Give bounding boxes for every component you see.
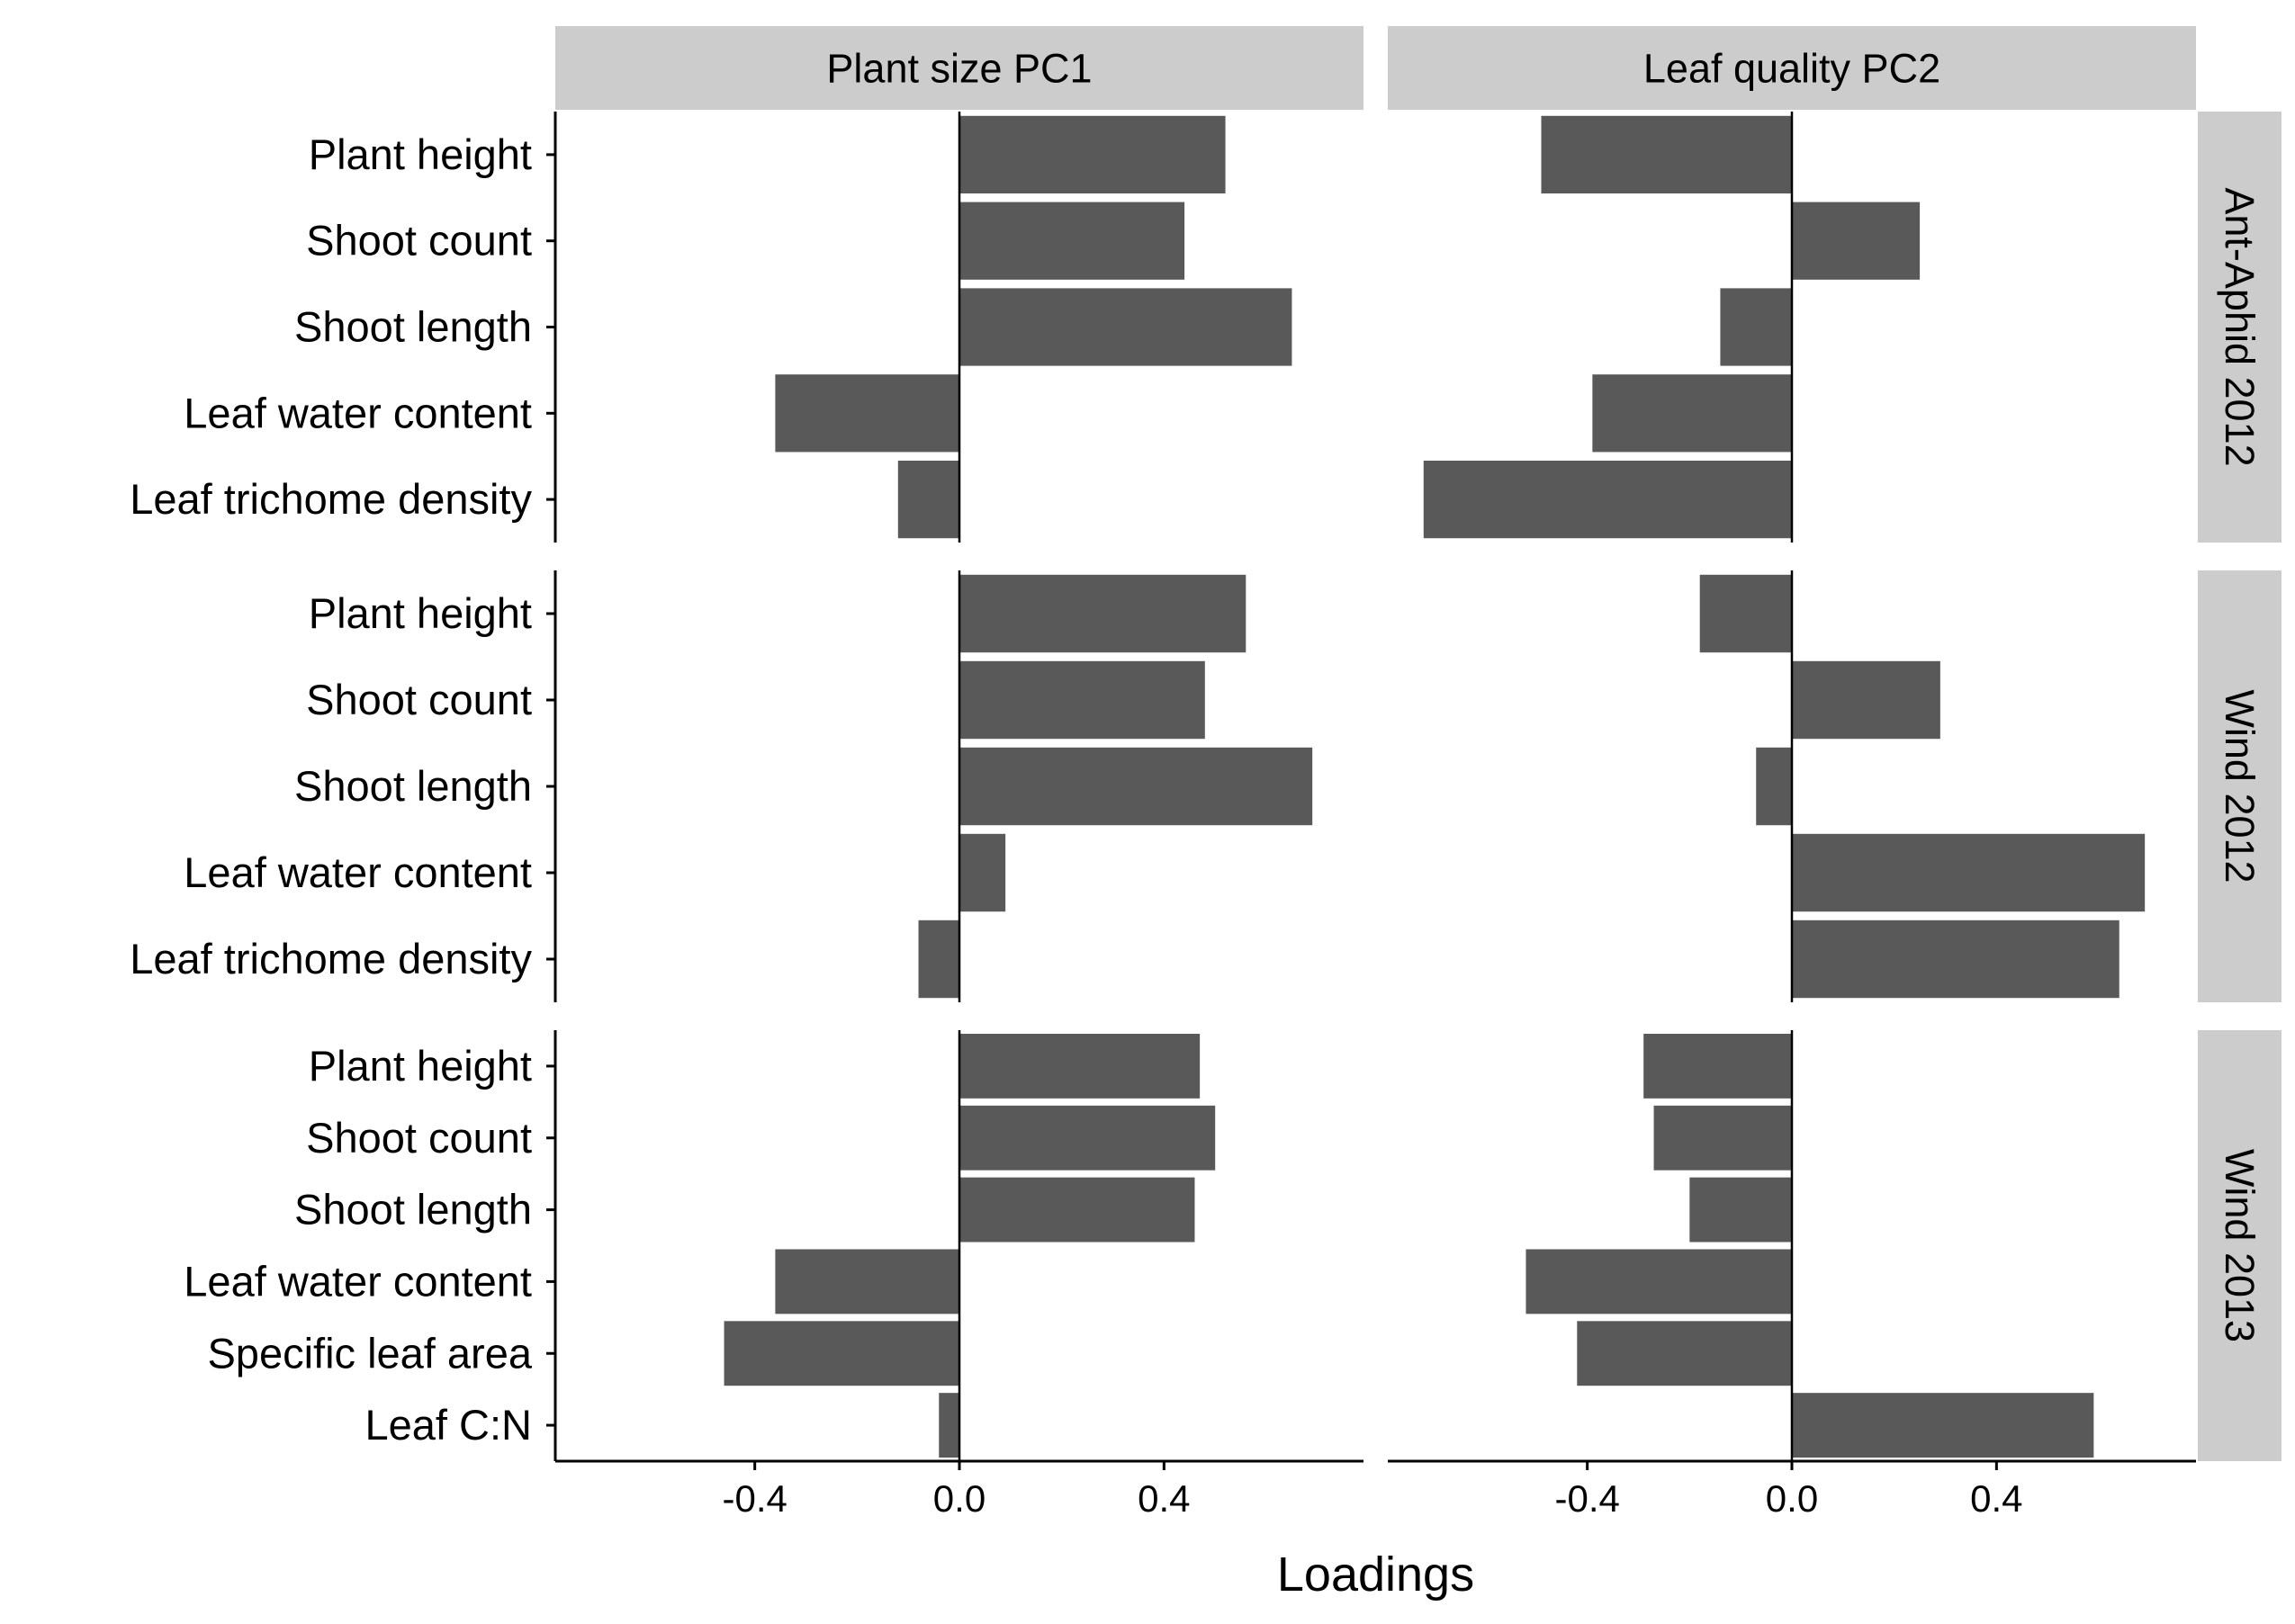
category-label-ant-aphid-2012-shoot-length: Shoot length [294,303,532,351]
row-strip-label-ant-aphid-2012: Ant-Aphid 2012 [2217,187,2263,466]
column-strip-label-plant-size-pc1: Plant size PC1 [826,46,1092,92]
bar-wind-2013-plant-size-pc1-shoot-count [959,1105,1216,1171]
bar-wind-2013-leaf-quality-pc2-shoot-length [1689,1177,1792,1243]
x-tick-label-leaf-quality-pc2-1: 0.0 [1766,1477,1818,1520]
bar-wind-2012-leaf-quality-pc2-shoot-count [1792,660,1940,740]
x-axis-title: Loadings [1277,1548,1474,1602]
bar-wind-2012-plant-size-pc1-plant-height [959,574,1246,653]
bar-ant-aphid-2012-leaf-quality-pc2-shoot-count [1792,202,1921,280]
bar-ant-aphid-2012-leaf-quality-pc2-leaf-trichome-density [1423,460,1792,539]
bar-wind-2013-leaf-quality-pc2-leaf-water-content [1526,1249,1792,1314]
bar-wind-2012-leaf-quality-pc2-leaf-water-content [1792,833,2146,912]
category-label-wind-2012-leaf-water-content: Leaf water content [184,848,532,896]
row-strip-wind-2012 [2198,570,2282,1002]
bar-wind-2012-leaf-quality-pc2-leaf-trichome-density [1792,920,2120,999]
category-label-wind-2012-leaf-trichome-density: Leaf trichome density [130,935,532,982]
column-strip-label-leaf-quality-pc2: Leaf quality PC2 [1643,46,1940,92]
bar-wind-2013-leaf-quality-pc2-leaf-c-n [1792,1393,2094,1458]
category-label-ant-aphid-2012-shoot-count: Shoot count [306,217,532,265]
row-strip-ant-aphid-2012 [2198,112,2282,543]
bar-wind-2012-plant-size-pc1-leaf-trichome-density [918,920,959,999]
category-label-wind-2013-leaf-c-n: Leaf C:N [365,1401,532,1449]
bar-ant-aphid-2012-plant-size-pc1-leaf-trichome-density [897,460,959,539]
category-label-ant-aphid-2012-leaf-trichome-density: Leaf trichome density [130,475,532,523]
x-tick-label-plant-size-pc1-0: -0.4 [722,1477,787,1520]
x-tick-label-plant-size-pc1-1: 0.0 [933,1477,986,1520]
bar-wind-2012-plant-size-pc1-shoot-length [959,747,1313,826]
bar-wind-2013-leaf-quality-pc2-shoot-count [1653,1105,1792,1171]
bar-wind-2013-plant-size-pc1-plant-height [959,1033,1201,1099]
bar-wind-2012-plant-size-pc1-leaf-water-content [959,833,1006,912]
bar-ant-aphid-2012-plant-size-pc1-plant-height [959,115,1226,194]
column-strip-plant-size-pc1 [555,26,1364,110]
category-label-wind-2013-leaf-water-content: Leaf water content [184,1257,532,1305]
row-strip-label-wind-2012: Wind 2012 [2217,689,2263,883]
bar-wind-2013-plant-size-pc1-specific-leaf-area [724,1321,959,1386]
x-tick-label-leaf-quality-pc2-0: -0.4 [1554,1477,1619,1520]
category-label-wind-2012-plant-height: Plant height [309,589,532,637]
x-tick-label-plant-size-pc1-2: 0.4 [1138,1477,1190,1520]
bar-wind-2012-leaf-quality-pc2-shoot-length [1756,747,1792,826]
bar-ant-aphid-2012-leaf-quality-pc2-leaf-water-content [1592,374,1792,453]
bar-ant-aphid-2012-leaf-quality-pc2-plant-height [1541,115,1792,194]
x-tick-label-leaf-quality-pc2-2: 0.4 [1970,1477,2022,1520]
row-strip-label-wind-2013: Wind 2013 [2217,1149,2263,1342]
bar-wind-2013-leaf-quality-pc2-specific-leaf-area [1577,1321,1792,1386]
bar-wind-2013-leaf-quality-pc2-plant-height [1643,1033,1792,1099]
category-label-wind-2013-shoot-length: Shoot length [294,1186,532,1234]
category-label-wind-2013-shoot-count: Shoot count [306,1114,532,1162]
category-label-wind-2012-shoot-length: Shoot length [294,762,532,810]
category-label-ant-aphid-2012-plant-height: Plant height [309,130,532,178]
category-label-wind-2013-plant-height: Plant height [309,1042,532,1090]
bar-ant-aphid-2012-leaf-quality-pc2-shoot-length [1720,288,1792,366]
bar-wind-2012-leaf-quality-pc2-plant-height [1699,574,1792,653]
category-label-wind-2012-shoot-count: Shoot count [306,676,532,723]
bar-ant-aphid-2012-plant-size-pc1-shoot-count [959,202,1185,280]
category-label-wind-2013-specific-leaf-area: Specific leaf area [207,1329,532,1377]
bar-wind-2013-plant-size-pc1-shoot-length [959,1177,1195,1243]
column-strip-leaf-quality-pc2 [1388,26,2196,110]
bar-ant-aphid-2012-plant-size-pc1-leaf-water-content [775,374,959,453]
row-strip-wind-2013 [2198,1030,2282,1461]
category-label-ant-aphid-2012-leaf-water-content: Leaf water content [184,389,532,436]
bar-wind-2012-plant-size-pc1-shoot-count [959,660,1205,740]
bar-wind-2013-plant-size-pc1-leaf-c-n [939,1393,959,1458]
bar-wind-2013-plant-size-pc1-leaf-water-content [775,1249,959,1314]
bar-ant-aphid-2012-plant-size-pc1-shoot-length [959,288,1292,366]
